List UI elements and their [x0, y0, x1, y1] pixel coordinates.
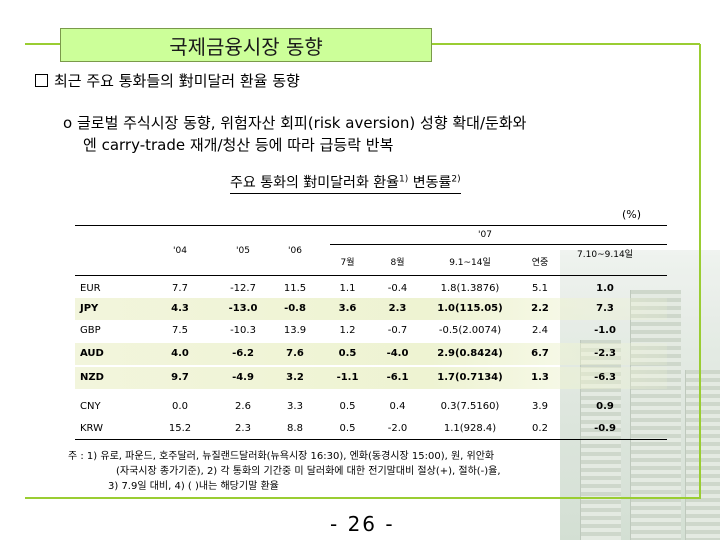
page-number: - 26 -	[330, 512, 395, 536]
column-header: '04	[173, 246, 187, 256]
column-header: 7.10~9.14일	[577, 250, 633, 260]
table-cell: 2.9(0.8424)	[437, 348, 503, 359]
table-cell: -12.7	[230, 283, 256, 294]
column-header: 연중	[531, 258, 549, 268]
bullet-line-1: 글로벌 주식시장 동향, 위험자산 회피(risk aversion) 성향 확…	[76, 114, 527, 132]
table-cell: -6.1	[386, 372, 409, 383]
checkbox-bullet-icon	[35, 74, 48, 87]
table-bottom-rule	[75, 439, 667, 440]
table-cell: 1.7(0.7134)	[437, 372, 503, 383]
currency-name: EUR	[80, 283, 101, 294]
column-header: 7월	[340, 258, 355, 268]
table-cell: 1.0(115.05)	[437, 303, 503, 314]
table-cell: 15.2	[168, 423, 192, 434]
bullet-line-2: 엔 carry-trade 재개/청산 등에 따라 급등락 반복	[83, 136, 394, 154]
row-highlight	[75, 367, 667, 389]
table-cell: 1.8(1.3876)	[440, 283, 500, 294]
table-cell: -6.3	[594, 372, 616, 383]
table-cell: -4.9	[232, 372, 254, 383]
table-cell: -0.7	[387, 325, 408, 336]
column-header: '06	[288, 246, 302, 256]
table-cell: 7.3	[596, 303, 614, 314]
table-cell: 5.1	[532, 283, 548, 294]
table-cell: 0.5	[339, 423, 356, 434]
column-header: 8월	[390, 258, 405, 268]
table-cell: 6.7	[531, 348, 549, 359]
table-cell: 2.6	[235, 401, 251, 412]
table-cell: 2.3	[235, 423, 251, 434]
table-cell: 2.4	[532, 325, 548, 336]
currency-name: AUD	[80, 348, 104, 359]
table-cell: 0.0	[172, 401, 188, 412]
bullet-marker: o	[63, 114, 73, 132]
table-header-rule	[75, 275, 667, 276]
table-cell: 0.4	[389, 401, 406, 412]
currency-name: CNY	[80, 401, 101, 412]
table-cell: -2.3	[594, 348, 616, 359]
currency-name: KRW	[80, 423, 103, 434]
table-cell: 3.2	[286, 372, 304, 383]
table-cell: 0.2	[532, 423, 548, 434]
footnote-line-3: 3) 7.9일 대비, 4) ( )내는 해당기말 환율	[108, 481, 279, 492]
table-cell: 13.9	[283, 325, 307, 336]
table-cell: 2.3	[388, 303, 407, 314]
content-frame	[25, 44, 701, 499]
section-heading-text: 최근 주요 통화들의 對미달러 환율 동향	[54, 72, 300, 90]
table-cell: 3.9	[532, 401, 548, 412]
table-cell: 4.3	[171, 303, 189, 314]
table-cell: 2.2	[531, 303, 549, 314]
table-cell: -13.0	[228, 303, 258, 314]
page-title: 국제금융시장 동향	[60, 28, 432, 62]
table-cell: -2.0	[387, 423, 408, 434]
column-header: 9.1~14일	[449, 258, 491, 268]
table-cell: 1.1(928.4)	[443, 423, 497, 434]
table-cell: 0.5	[339, 401, 356, 412]
table-cell: 1.0	[596, 283, 614, 294]
currency-name: JPY	[80, 303, 99, 314]
table-cell: 9.7	[171, 372, 189, 383]
table-cell: 7.6	[286, 348, 304, 359]
footnote: 주 : 1) 유로, 파운드, 호주달러, 뉴질랜드달러화(뉴욕시장 16:30…	[68, 449, 668, 494]
table-cell: 0.3(7.5160)	[440, 401, 500, 412]
table-cell: 8.8	[287, 423, 303, 434]
table-cell: -6.2	[232, 348, 254, 359]
table-cell: -10.3	[230, 325, 256, 336]
table-cell: -1.1	[336, 372, 359, 383]
table-cell: 1.3	[531, 372, 549, 383]
table-cell: -0.4	[387, 283, 408, 294]
table-cell: 3.6	[338, 303, 357, 314]
table-cell: 1.2	[339, 325, 356, 336]
table-cell: -0.8	[284, 303, 306, 314]
table-cell: -0.5(2.0074)	[438, 325, 502, 336]
table-title: 주요 통화의 對미달러화 환율1) 변동률2)	[230, 172, 461, 194]
table-cell: 11.5	[283, 283, 307, 294]
row-highlight	[75, 343, 667, 365]
column-header: '05	[236, 246, 250, 256]
bullet-paragraph: o 글로벌 주식시장 동향, 위험자산 회피(risk aversion) 성향…	[63, 112, 663, 156]
table-cell: 1.1	[339, 283, 356, 294]
row-highlight	[75, 298, 667, 320]
footnote-line-1: 주 : 1) 유로, 파운드, 호주달러, 뉴질랜드달러화(뉴욕시장 16:30…	[68, 451, 495, 462]
table-unit: (%)	[622, 208, 642, 221]
currency-name: NZD	[80, 372, 104, 383]
section-heading: 최근 주요 통화들의 對미달러 환율 동향	[35, 70, 300, 91]
currency-name: GBP	[80, 325, 101, 336]
table-year-rule	[330, 244, 667, 245]
table-cell: 0.5	[338, 348, 357, 359]
table-cell: 4.0	[171, 348, 189, 359]
table-top-rule	[75, 225, 667, 226]
footnote-line-2: (자국시장 종가기준), 2) 각 통화의 기간중 미 달러화에 대한 전기말대…	[116, 466, 501, 477]
table-cell: 7.5	[172, 325, 188, 336]
table-cell: -1.0	[594, 325, 616, 336]
table-cell: 7.7	[172, 283, 188, 294]
year-group-header: '07	[478, 230, 492, 240]
table-cell: -0.9	[594, 423, 616, 434]
table-cell: 3.3	[287, 401, 303, 412]
table-cell: 0.9	[596, 401, 614, 412]
table-cell: -4.0	[386, 348, 409, 359]
